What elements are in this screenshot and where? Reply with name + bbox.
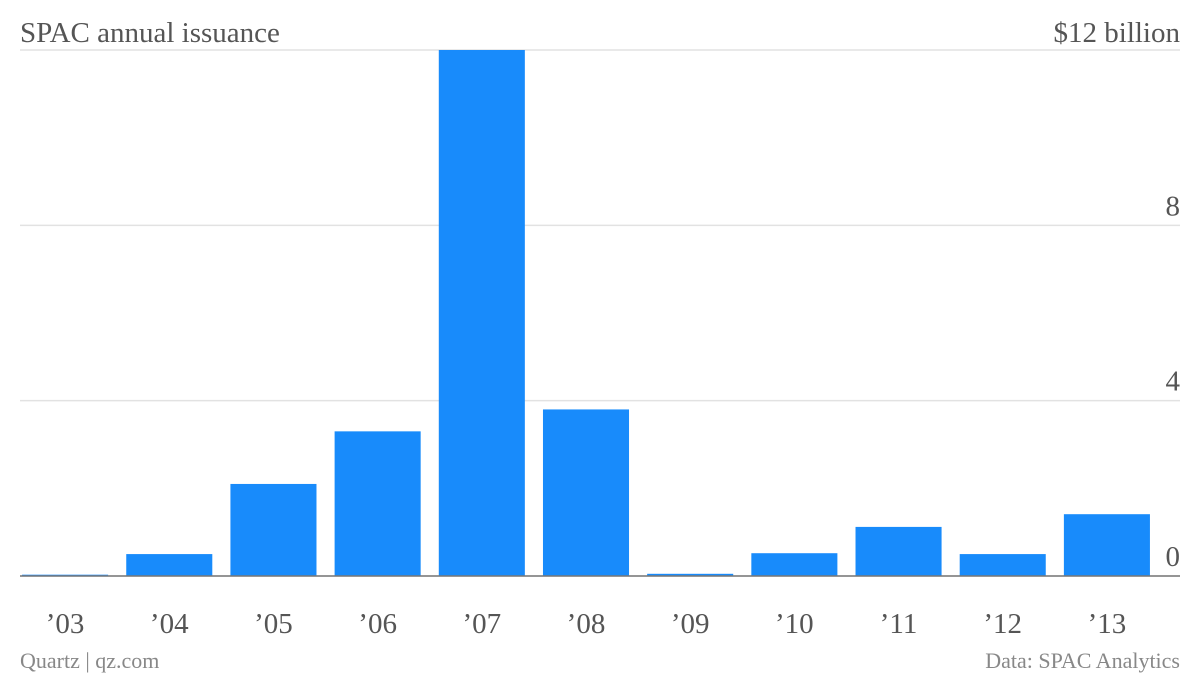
bar bbox=[855, 526, 942, 576]
x-tick-label: ’08 bbox=[567, 608, 606, 640]
x-tick-label: ’03 bbox=[46, 608, 85, 640]
bar bbox=[230, 483, 317, 576]
x-tick-label: ’13 bbox=[1088, 608, 1127, 640]
bar bbox=[334, 431, 421, 576]
bar bbox=[647, 573, 734, 576]
y-tick-label: 4 bbox=[1166, 366, 1181, 398]
x-tick-label: ’06 bbox=[358, 608, 397, 640]
bar bbox=[751, 553, 838, 576]
credit: Quartz | qz.com bbox=[20, 648, 159, 673]
x-tick-label: ’05 bbox=[254, 608, 293, 640]
bar bbox=[542, 409, 630, 576]
bar bbox=[1063, 514, 1150, 576]
x-tick-label: ’10 bbox=[775, 608, 814, 640]
y-tick-label: $12 billion bbox=[1054, 17, 1181, 49]
y-tick-label: 0 bbox=[1166, 541, 1181, 573]
bar bbox=[959, 554, 1046, 576]
x-tick-label: ’07 bbox=[462, 608, 501, 640]
bar bbox=[438, 50, 525, 576]
x-tick-label: ’11 bbox=[880, 608, 918, 640]
x-tick-label: ’04 bbox=[150, 608, 189, 640]
chart-title: SPAC annual issuance bbox=[20, 17, 280, 49]
source: Data: SPAC Analytics bbox=[985, 648, 1180, 673]
y-tick-label: 8 bbox=[1166, 190, 1181, 222]
x-tick-label: ’09 bbox=[671, 608, 710, 640]
bar bbox=[126, 554, 213, 576]
x-tick-label: ’12 bbox=[983, 608, 1022, 640]
